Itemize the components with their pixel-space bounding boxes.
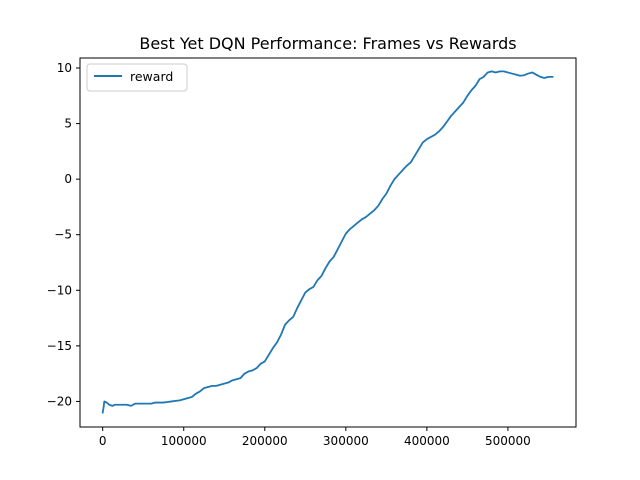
y-tick-label: −10 (47, 283, 72, 297)
plot-area: 0 100000 200000 300000 400000 500000 −20 −15 −10… (47, 57, 577, 448)
x-tick-label: 100000 (161, 434, 207, 448)
y-tick-label: −5 (54, 228, 72, 242)
axes-frame (79, 57, 577, 428)
y-tick-label: 10 (57, 61, 72, 75)
legend: reward (86, 63, 188, 92)
x-tick-label: 0 (99, 434, 107, 448)
legend-label-reward: reward (130, 69, 173, 84)
y-tick-label: 0 (64, 172, 72, 186)
x-tick-label: 200000 (242, 434, 288, 448)
x-tick-label: 500000 (485, 434, 531, 448)
y-tick-label: −20 (47, 394, 72, 408)
y-tick-label: 5 (64, 117, 72, 131)
chart-title: Best Yet DQN Performance: Frames vs Rewa… (139, 34, 516, 53)
y-tick-label: −15 (47, 339, 72, 353)
series-line-reward (101, 70, 554, 414)
x-tick-label: 300000 (323, 434, 369, 448)
legend-frame (86, 63, 188, 92)
x-tick-label: 400000 (404, 434, 450, 448)
